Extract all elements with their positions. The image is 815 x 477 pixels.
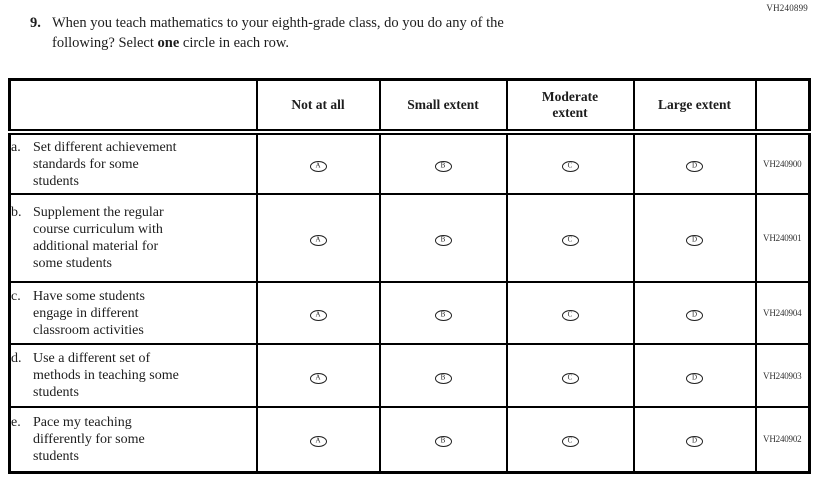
option-circle-c[interactable]: C — [561, 161, 579, 172]
option-circle-d[interactable]: D — [686, 161, 703, 172]
row-code: VH240903 — [754, 343, 811, 408]
option-cell: B — [378, 343, 508, 408]
row-letter: d. — [11, 351, 22, 366]
option-cell: A — [255, 131, 381, 195]
option-cell: B — [378, 281, 508, 345]
question-block: 9. When you teach mathematics to your ei… — [30, 13, 670, 53]
option-cell: C — [505, 193, 635, 283]
table-row: e. Pace my teaching differently for some… — [8, 406, 811, 473]
option-circle-b[interactable]: B — [434, 372, 452, 384]
option-cell: C — [505, 343, 635, 408]
row-stem: e. Pace my teaching differently for some… — [8, 406, 258, 473]
option-cell: B — [378, 406, 508, 473]
option-cell: C — [505, 281, 635, 345]
option-cell: C — [505, 131, 635, 195]
row-code: VH240900 — [754, 131, 811, 195]
option-circle-c[interactable]: C — [561, 310, 579, 321]
row-text: Supplement the regular course curriculum… — [33, 205, 164, 271]
question-text-part2: circle in each row. — [179, 35, 290, 51]
response-matrix-table: Not at all Small extent Moderate extent … — [8, 78, 811, 474]
row-stem: d. Use a different set of methods in tea… — [8, 343, 258, 408]
option-cell: A — [255, 406, 381, 473]
option-circle-d[interactable]: D — [686, 235, 703, 246]
row-code: VH240904 — [754, 281, 811, 345]
row-text: Have some students engage in different c… — [33, 288, 145, 338]
option-circle-c[interactable]: C — [561, 372, 579, 384]
row-code: VH240901 — [754, 193, 811, 283]
row-letter: a. — [11, 139, 21, 155]
column-header-not-at-all: Not at all — [255, 78, 381, 135]
option-cell: D — [632, 343, 757, 408]
option-circle-b[interactable]: B — [434, 310, 452, 321]
option-cell: A — [255, 193, 381, 283]
table-row: b. Supplement the regular course curricu… — [8, 193, 811, 283]
option-circle-c[interactable]: C — [561, 436, 579, 448]
option-circle-a[interactable]: A — [309, 436, 327, 448]
question-number: 9. — [30, 15, 41, 31]
page-accession-code: VH240899 — [766, 3, 808, 13]
column-header-moderate-extent: Moderate extent — [505, 78, 635, 135]
row-text: Set different achievement standards for … — [33, 139, 177, 189]
option-cell: D — [632, 281, 757, 345]
option-circle-a[interactable]: A — [309, 161, 327, 172]
row-letter: e. — [11, 414, 21, 430]
option-circle-b[interactable]: B — [434, 235, 452, 246]
table-row: d. Use a different set of methods in tea… — [8, 343, 811, 408]
option-cell: A — [255, 343, 381, 408]
row-stem: c. Have some students engage in differen… — [8, 281, 258, 345]
option-circle-d[interactable]: D — [686, 310, 703, 321]
row-letter: b. — [11, 205, 22, 220]
column-header-small-extent: Small extent — [378, 78, 508, 135]
row-text: Pace my teaching differently for some st… — [33, 414, 145, 464]
option-cell: D — [632, 406, 757, 473]
option-circle-d[interactable]: D — [686, 436, 703, 448]
row-text: Use a different set of methods in teachi… — [33, 351, 179, 400]
option-cell: A — [255, 281, 381, 345]
option-circle-a[interactable]: A — [309, 372, 327, 384]
option-cell: C — [505, 406, 635, 473]
column-header-large-extent: Large extent — [632, 78, 757, 135]
option-cell: B — [378, 131, 508, 195]
column-header-code — [754, 78, 811, 135]
option-circle-b[interactable]: B — [434, 161, 452, 172]
question-text: When you teach mathematics to your eight… — [52, 13, 504, 53]
option-cell: D — [632, 131, 757, 195]
option-circle-a[interactable]: A — [309, 235, 327, 246]
question-text-part1: When you teach mathematics to your eight… — [52, 15, 504, 51]
table-row: c. Have some students engage in differen… — [8, 281, 811, 345]
option-cell: B — [378, 193, 508, 283]
option-circle-a[interactable]: A — [309, 310, 327, 321]
column-header-stem — [8, 78, 258, 135]
option-circle-d[interactable]: D — [686, 372, 703, 384]
question-text-bold-word: one — [157, 35, 180, 51]
row-stem: b. Supplement the regular course curricu… — [8, 193, 258, 283]
option-cell: D — [632, 193, 757, 283]
row-letter: c. — [11, 288, 21, 304]
table-row: a. Set different achievement standards f… — [8, 131, 811, 195]
row-code: VH240902 — [754, 406, 811, 473]
option-circle-b[interactable]: B — [434, 436, 452, 448]
option-circle-c[interactable]: C — [561, 235, 579, 246]
row-stem: a. Set different achievement standards f… — [8, 131, 258, 195]
header-row: Not at all Small extent Moderate extent … — [8, 78, 811, 135]
